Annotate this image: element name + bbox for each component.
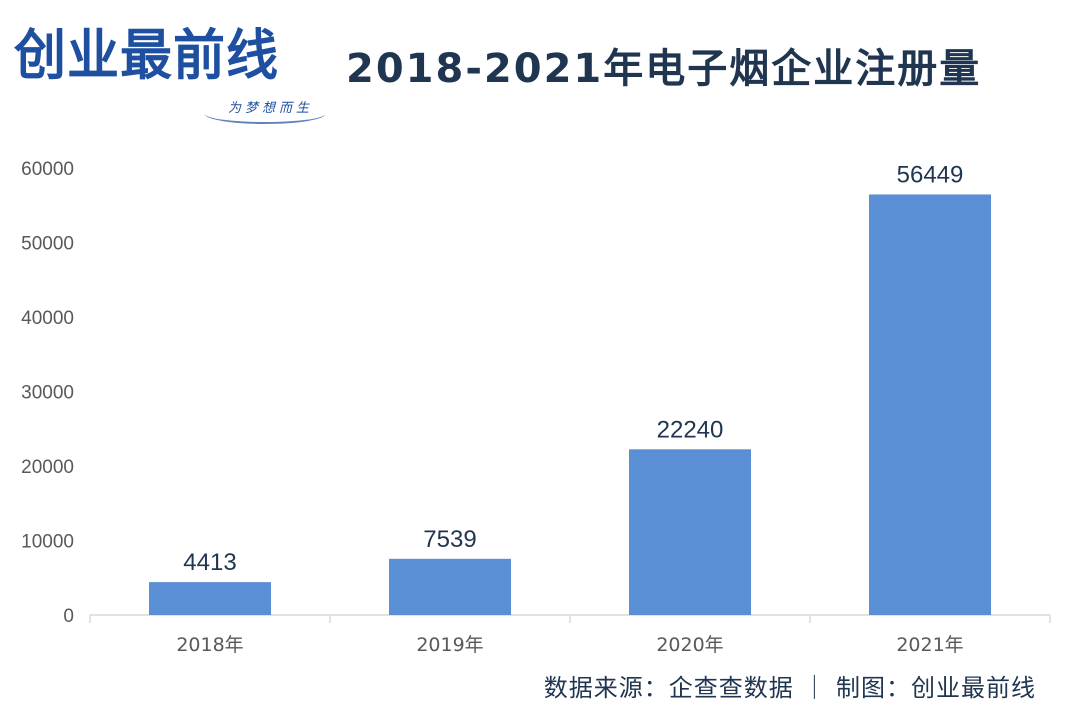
y-tick-label: 10000 (21, 532, 74, 553)
source-note: 数据来源：企查查数据 ｜ 制图：创业最前线 (543, 674, 1036, 702)
data-label: 7539 (423, 526, 476, 553)
y-tick-label: 30000 (21, 383, 74, 404)
data-label: 22240 (657, 416, 724, 443)
y-tick-label: 20000 (21, 457, 74, 478)
y-tick-label: 50000 (21, 234, 74, 255)
y-tick-label: 0 (63, 606, 74, 627)
y-tick-label: 60000 (21, 159, 74, 180)
bar (629, 449, 751, 615)
logo-swoosh (205, 112, 325, 124)
y-tick-label: 40000 (21, 308, 74, 329)
data-label: 4413 (183, 549, 236, 576)
x-tick-label: 2021年 (896, 634, 963, 656)
data-label: 56449 (897, 161, 964, 188)
logo: 创业最前线 (14, 24, 280, 88)
x-tick-label: 2019年 (416, 634, 483, 656)
bar (389, 558, 511, 615)
bar (149, 582, 271, 615)
x-tick-label: 2018年 (176, 634, 243, 656)
chart-title: 2018-2021年电子烟企业注册量 (346, 46, 982, 92)
x-tick-label: 2020年 (656, 634, 723, 656)
bar (869, 194, 991, 615)
